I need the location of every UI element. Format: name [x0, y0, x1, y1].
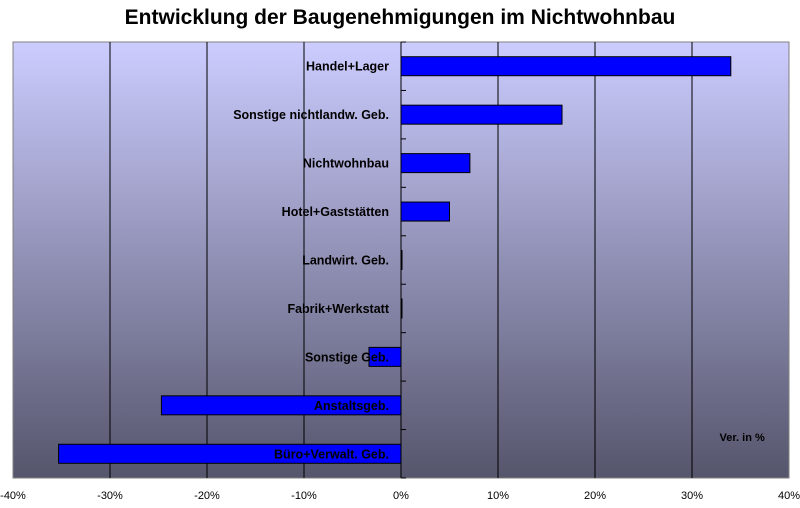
category-label: Büro+Verwalt. Geb. [274, 447, 389, 461]
x-tick-label: -40% [0, 490, 26, 502]
bar [400, 104, 563, 125]
category-label: Anstaltsgeb. [314, 399, 389, 413]
bar [400, 201, 450, 222]
category-labels: Handel+Lager Sonstige nichtlandw. Geb. Nic… [233, 60, 390, 462]
chart-title: Entwicklung der Baugenehmigungen im Nich… [124, 6, 676, 29]
axes [400, 41, 406, 479]
bar [400, 56, 732, 77]
category-label: Fabrik+Werkstatt [287, 302, 389, 316]
category-label: Hotel+Gaststätten [282, 205, 389, 219]
x-tick-label: -20% [194, 490, 220, 502]
x-tick-label: 0% [393, 490, 409, 502]
x-tick-label: 10% [487, 490, 509, 502]
bar [400, 153, 471, 174]
category-label: Handel+Lager [306, 60, 389, 74]
x-tick-label: 20% [584, 490, 606, 502]
x-tick-label: -10% [291, 490, 317, 502]
bars [58, 56, 732, 464]
x-tick-label: 30% [681, 490, 703, 502]
category-label: Landwirt. Geb. [302, 254, 389, 268]
category-label: Nichtwohnbau [303, 157, 389, 171]
x-tick-label: 40% [778, 490, 800, 502]
category-label: Sonstige nichtlandw. Geb. [233, 108, 389, 122]
x-tick-label: -30% [97, 490, 123, 502]
category-label: Sonstige Geb. [305, 350, 389, 364]
unit-annotation: Ver. in % [720, 432, 765, 444]
x-tick-labels: -40% -30% -20% -10% 0% 10% 20% 30% 40% [0, 490, 800, 502]
